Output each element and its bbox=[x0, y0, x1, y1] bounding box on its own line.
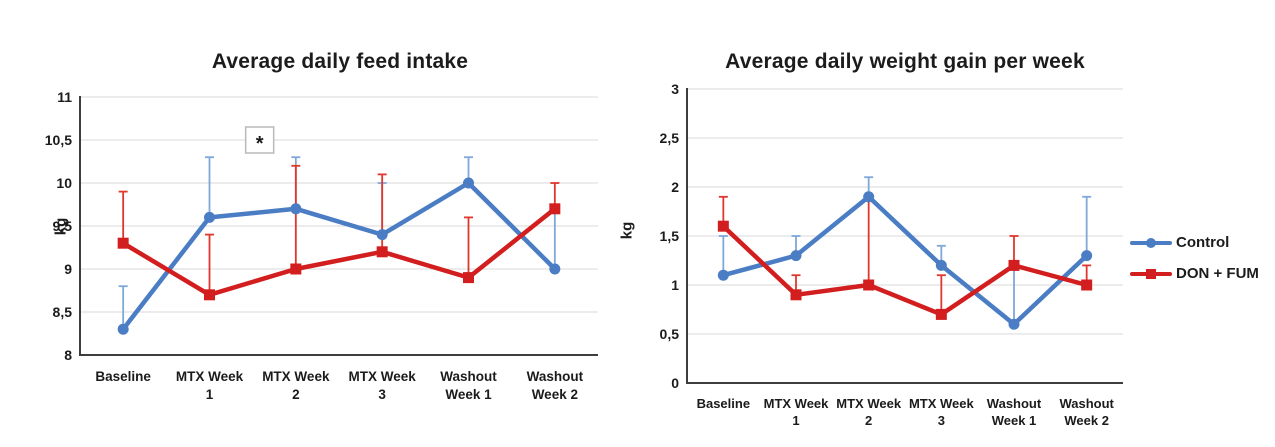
svg-text:MTX Week: MTX Week bbox=[176, 369, 244, 384]
svg-text:Week 1: Week 1 bbox=[445, 387, 492, 402]
markers-control bbox=[117, 177, 561, 335]
legend-label-don-fum: DON + FUM bbox=[1176, 265, 1259, 282]
svg-text:Washout: Washout bbox=[527, 369, 584, 384]
svg-text:1: 1 bbox=[206, 387, 214, 402]
weight-gain-chart-title: Average daily weight gain per week bbox=[725, 50, 1085, 73]
feed-intake-chart: 8 8,5 9 9,5 10 10,5 11 Baseline MTX Week 1 MTX Wee… bbox=[45, 89, 598, 402]
line-don_fum bbox=[721, 223, 1089, 317]
line-control bbox=[120, 180, 558, 332]
svg-text:*: * bbox=[256, 133, 264, 155]
line-control bbox=[721, 194, 1089, 327]
svg-text:3: 3 bbox=[938, 413, 945, 428]
control-line-marker-icon bbox=[1130, 237, 1172, 248]
line-don_fum bbox=[120, 206, 558, 298]
svg-text:Baseline: Baseline bbox=[95, 369, 151, 384]
legend-item-control: Control bbox=[1130, 234, 1259, 251]
svg-text:0,5: 0,5 bbox=[660, 326, 680, 342]
y-tick-labels: 8 8,5 9 9,5 10 10,5 11 bbox=[45, 89, 72, 363]
svg-text:8: 8 bbox=[64, 347, 72, 363]
svg-text:MTX Week: MTX Week bbox=[909, 396, 975, 411]
svg-text:10,5: 10,5 bbox=[45, 132, 72, 148]
svg-text:2,5: 2,5 bbox=[660, 130, 680, 146]
markers-control bbox=[717, 191, 1093, 330]
weight-gain-chart: 0 0,5 1 1,5 2 2,5 3 Baseline MTX Week 1 MTX Week 2 M… bbox=[660, 81, 1123, 428]
x-category-labels: Baseline MTX Week 1 MTX Week 2 MTX Week 3 Washo… bbox=[95, 369, 583, 402]
svg-text:1: 1 bbox=[671, 277, 679, 293]
significance-marker: * bbox=[244, 126, 275, 155]
svg-text:11: 11 bbox=[57, 89, 72, 105]
svg-text:MTX Week: MTX Week bbox=[836, 396, 902, 411]
svg-text:2: 2 bbox=[865, 413, 872, 428]
svg-text:2: 2 bbox=[671, 179, 679, 195]
svg-text:MTX Week: MTX Week bbox=[764, 396, 830, 411]
svg-text:3: 3 bbox=[671, 81, 679, 97]
error-bars-don_fum bbox=[718, 195, 1092, 315]
svg-text:Week 2: Week 2 bbox=[1064, 413, 1109, 428]
svg-text:3: 3 bbox=[378, 387, 386, 402]
y-tick-labels: 0 0,5 1 1,5 2 2,5 3 bbox=[660, 81, 680, 391]
svg-text:Washout: Washout bbox=[987, 396, 1042, 411]
gridlines bbox=[80, 96, 598, 313]
svg-text:MTX Week: MTX Week bbox=[262, 369, 330, 384]
svg-text:9,5: 9,5 bbox=[53, 218, 73, 234]
svg-text:1: 1 bbox=[792, 413, 799, 428]
x-category-labels: Baseline MTX Week 1 MTX Week 2 MTX Week 3 Washo… bbox=[697, 396, 1115, 428]
svg-text:Week 2: Week 2 bbox=[532, 387, 578, 402]
svg-text:Week 1: Week 1 bbox=[992, 413, 1037, 428]
legend-item-don-fum: DON + FUM bbox=[1130, 265, 1259, 282]
svg-text:Washout: Washout bbox=[1059, 396, 1114, 411]
legend: Control DON + FUM bbox=[1130, 234, 1259, 282]
svg-text:1,5: 1,5 bbox=[660, 228, 680, 244]
error-bars-don_fum bbox=[118, 164, 560, 295]
svg-text:9: 9 bbox=[64, 261, 72, 277]
gridlines bbox=[687, 88, 1123, 335]
svg-text:10: 10 bbox=[56, 175, 72, 191]
don-fum-line-marker-icon bbox=[1130, 268, 1172, 279]
markers-don_fum bbox=[117, 203, 561, 301]
legend-label-control: Control bbox=[1176, 234, 1230, 251]
axes bbox=[79, 96, 598, 356]
svg-text:2: 2 bbox=[292, 387, 300, 402]
svg-text:Washout: Washout bbox=[440, 369, 497, 384]
svg-text:0: 0 bbox=[671, 375, 679, 391]
svg-text:MTX Week: MTX Week bbox=[349, 369, 417, 384]
svg-text:Baseline: Baseline bbox=[697, 396, 750, 411]
axes bbox=[686, 88, 1123, 384]
markers-don_fum bbox=[717, 220, 1093, 320]
svg-text:8,5: 8,5 bbox=[53, 304, 73, 320]
feed-intake-chart-title: Average daily feed intake bbox=[211, 50, 469, 73]
